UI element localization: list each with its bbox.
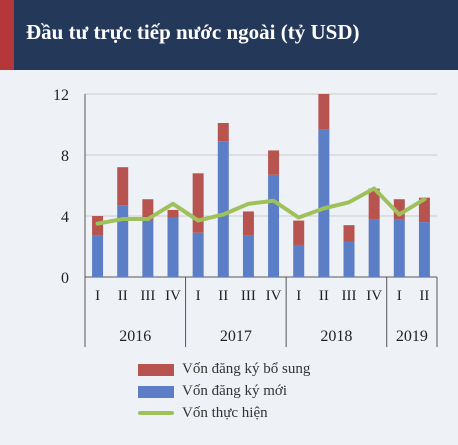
year-label: 2019 xyxy=(396,328,428,345)
year-label: 2018 xyxy=(320,328,352,345)
legend-swatch-thuc-hien xyxy=(138,411,174,415)
bar-new-11 xyxy=(368,219,380,277)
legend-item-bo-sung: Vốn đăng ký bổ sung xyxy=(138,358,310,380)
x-tick-label: II xyxy=(118,288,128,304)
y-tick-label: 4 xyxy=(61,209,69,226)
bar-additional-13 xyxy=(418,197,430,223)
bar-new-8 xyxy=(293,244,305,277)
x-tick-label: II xyxy=(419,288,429,304)
bar-additional-6 xyxy=(242,211,254,236)
x-tick-label: II xyxy=(319,288,329,304)
bar-additional-0 xyxy=(92,216,104,236)
year-label: 2016 xyxy=(119,328,151,345)
bar-new-10 xyxy=(343,241,355,277)
line-series xyxy=(95,186,427,226)
bar-new-1 xyxy=(117,205,129,277)
x-tick-label: III xyxy=(241,288,256,304)
chart-title: Đầu tư trực tiếp nước ngoài (tỷ USD) xyxy=(26,20,360,44)
bar-additional-7 xyxy=(268,150,280,175)
header-accent-bar xyxy=(0,0,14,70)
bar-additional-5 xyxy=(217,122,229,142)
bar-new-13 xyxy=(418,222,430,277)
bar-new-0 xyxy=(92,235,104,277)
year-label: 2017 xyxy=(220,328,252,345)
chart-header: Đầu tư trực tiếp nước ngoài (tỷ USD) xyxy=(0,0,458,70)
x-tick-label: I xyxy=(397,288,402,304)
bar-new-5 xyxy=(217,141,229,277)
legend-swatch-bo-sung xyxy=(138,364,174,376)
legend-label-bo-sung: Vốn đăng ký bổ sung xyxy=(182,361,311,377)
legend-swatch-moi xyxy=(138,386,174,398)
bar-new-7 xyxy=(268,174,280,277)
legend-label-moi: Vốn đăng ký mới xyxy=(182,383,288,399)
bar-new-4 xyxy=(192,232,204,277)
x-tick-label: IV xyxy=(266,288,282,304)
x-tick-label: III xyxy=(140,288,155,304)
bar-new-6 xyxy=(242,235,254,277)
bar-new-3 xyxy=(167,217,179,277)
legend-label-thuc-hien: Vốn thực hiện xyxy=(182,405,268,421)
bar-additional-1 xyxy=(117,167,129,206)
bar-additional-8 xyxy=(293,220,305,245)
legend-item-thuc-hien: Vốn thực hiện xyxy=(138,402,310,424)
bar-additional-9 xyxy=(318,94,330,130)
y-tick-label: 0 xyxy=(61,270,69,287)
bar-additional-10 xyxy=(343,225,355,242)
y-tick-label: 12 xyxy=(53,87,69,104)
bar-additional-4 xyxy=(192,173,204,233)
x-tick-label: I xyxy=(296,288,301,304)
x-tick-label: IV xyxy=(165,288,181,304)
bars xyxy=(92,94,430,277)
bar-additional-2 xyxy=(142,199,154,221)
legend-item-moi: Vốn đăng ký mới xyxy=(138,380,310,402)
bar-new-12 xyxy=(393,219,405,277)
y-tick-label: 8 xyxy=(61,148,69,165)
chart-legend: Vốn đăng ký bổ sung Vốn đăng ký mới Vốn … xyxy=(138,358,310,424)
bar-additional-3 xyxy=(167,209,179,218)
bar-new-2 xyxy=(142,220,154,277)
x-tick-label: II xyxy=(218,288,228,304)
x-tick-label: I xyxy=(196,288,201,304)
bar-new-9 xyxy=(318,129,330,277)
x-tick-label: IV xyxy=(366,288,382,304)
line-realized xyxy=(95,186,427,226)
x-tick-label: III xyxy=(342,288,357,304)
bar-additional-11 xyxy=(368,188,380,220)
x-tick-label: I xyxy=(95,288,100,304)
bar-additional-12 xyxy=(393,199,405,220)
